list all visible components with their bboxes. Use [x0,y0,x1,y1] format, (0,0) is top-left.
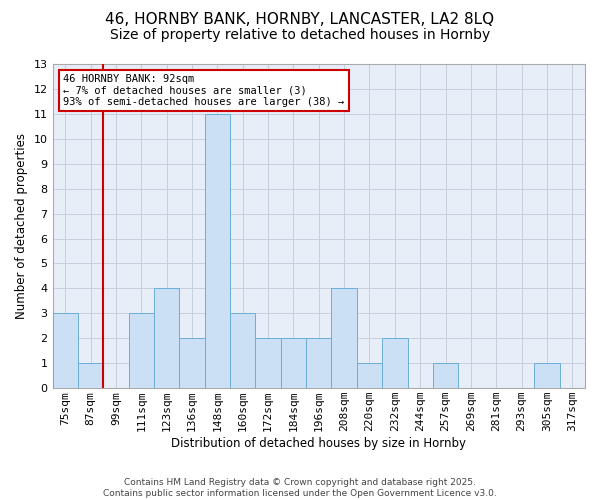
Bar [256,338,281,388]
Bar [230,314,256,388]
Bar [154,288,179,388]
Bar [128,314,154,388]
Text: 46, HORNBY BANK, HORNBY, LANCASTER, LA2 8LQ: 46, HORNBY BANK, HORNBY, LANCASTER, LA2 … [106,12,494,28]
Bar [357,363,382,388]
Bar [306,338,331,388]
Bar [382,338,407,388]
Text: Size of property relative to detached houses in Hornby: Size of property relative to detached ho… [110,28,490,42]
X-axis label: Distribution of detached houses by size in Hornby: Distribution of detached houses by size … [171,437,466,450]
Bar [433,363,458,388]
Bar [534,363,560,388]
Y-axis label: Number of detached properties: Number of detached properties [15,133,28,319]
Bar [281,338,306,388]
Text: 46 HORNBY BANK: 92sqm
← 7% of detached houses are smaller (3)
93% of semi-detach: 46 HORNBY BANK: 92sqm ← 7% of detached h… [63,74,344,107]
Bar [331,288,357,388]
Bar [78,363,103,388]
Text: Contains HM Land Registry data © Crown copyright and database right 2025.
Contai: Contains HM Land Registry data © Crown c… [103,478,497,498]
Bar [205,114,230,388]
Bar [53,314,78,388]
Bar [179,338,205,388]
